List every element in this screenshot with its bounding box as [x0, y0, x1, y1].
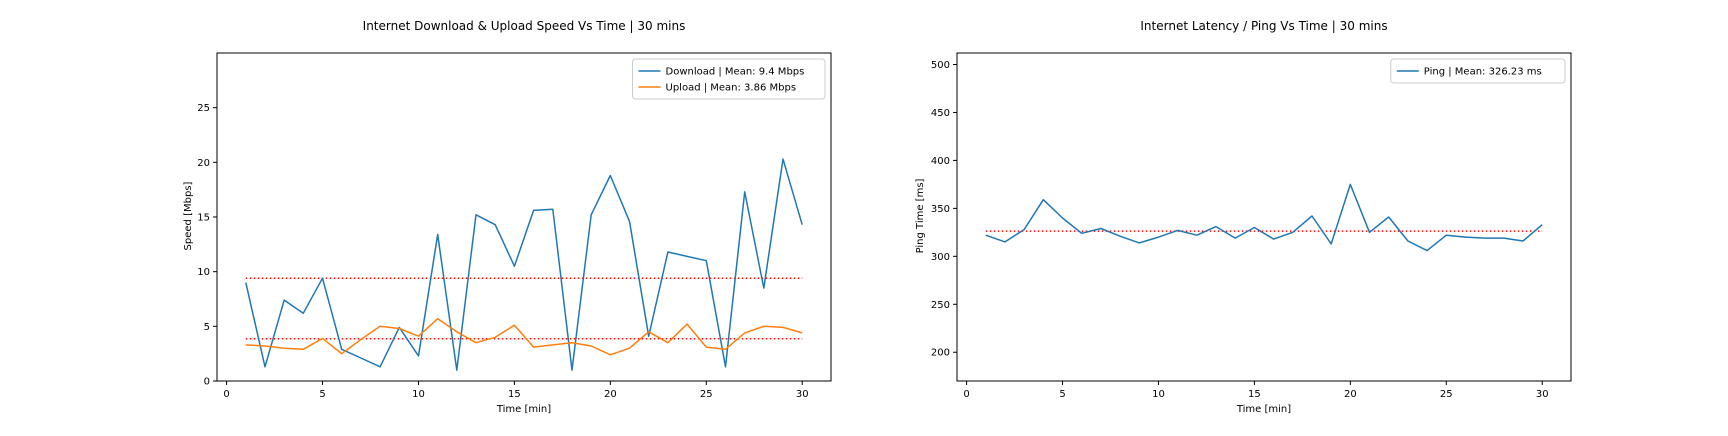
y-tick-label-ping: 200	[931, 348, 950, 359]
x-tick-label-speed: 15	[508, 389, 521, 400]
chart-speed-title: Internet Download & Upload Speed Vs Time…	[363, 19, 686, 33]
x-tick-label-ping: 10	[1152, 389, 1165, 400]
chart-speed: Internet Download & Upload Speed Vs Time…	[183, 19, 685, 415]
axes-frame-speed	[217, 53, 831, 381]
axes-frame-ping	[957, 53, 1571, 381]
chart-ping: Internet Latency / Ping Vs Time | 30 min…	[915, 19, 1388, 415]
y-tick-label-ping: 250	[931, 300, 950, 311]
legend-label-speed-1: Upload | Mean: 3.86 Mbps	[666, 83, 797, 94]
y-tick-label-ping: 450	[931, 108, 950, 119]
chart-speed-xlabel: Time [min]	[496, 404, 551, 415]
chart-speed-ylabel: Speed [Mbps]	[183, 181, 194, 250]
legend-ping: Ping | Mean: 326.23 ms	[1391, 59, 1565, 83]
y-tick-label-speed: 10	[197, 267, 210, 278]
chart-ping-xlabel: Time [min]	[1236, 404, 1291, 415]
chart-speed-plot: 0 5 10 15 20 25 30 0 5 10 15 20 25 Download | Mean: 9…	[197, 53, 831, 400]
y-tick-label-ping: 350	[931, 204, 950, 215]
y-tick-label-ping: 500	[931, 60, 950, 71]
x-tick-label-ping: 25	[1440, 389, 1453, 400]
y-tick-label-speed: 5	[204, 322, 210, 333]
series-line-speed-1	[246, 319, 802, 355]
x-tick-label-ping: 30	[1536, 389, 1549, 400]
x-tick-label-speed: 30	[796, 389, 809, 400]
x-tick-label-ping: 15	[1248, 389, 1261, 400]
x-tick-label-ping: 0	[963, 389, 969, 400]
x-tick-label-speed: 20	[604, 389, 617, 400]
series-line-ping-0	[986, 184, 1542, 250]
legend-speed: Download | Mean: 9.4 Mbps Upload | Mean: …	[633, 59, 826, 99]
legend-label-ping-0: Ping | Mean: 326.23 ms	[1424, 67, 1542, 78]
x-tick-label-speed: 0	[223, 389, 229, 400]
legend-label-speed-0: Download | Mean: 9.4 Mbps	[666, 67, 805, 78]
y-tick-label-speed: 25	[197, 103, 210, 114]
chart-ping-title: Internet Latency / Ping Vs Time | 30 min…	[1140, 19, 1387, 33]
chart-ping-ylabel: Ping Time [ms]	[915, 178, 926, 253]
y-tick-label-ping: 300	[931, 252, 950, 263]
x-tick-label-ping: 20	[1344, 389, 1357, 400]
y-tick-label-ping: 400	[931, 156, 950, 167]
x-tick-label-ping: 5	[1059, 389, 1065, 400]
y-tick-label-speed: 20	[197, 158, 210, 169]
y-tick-label-speed: 15	[197, 213, 210, 224]
x-tick-label-speed: 25	[700, 389, 713, 400]
chart-ping-plot: 0 5 10 15 20 25 30 200 250 300 350 400 450 500 Ping | …	[931, 53, 1571, 400]
y-tick-label-speed: 0	[204, 377, 210, 388]
x-tick-label-speed: 10	[412, 389, 425, 400]
x-tick-label-speed: 5	[319, 389, 325, 400]
